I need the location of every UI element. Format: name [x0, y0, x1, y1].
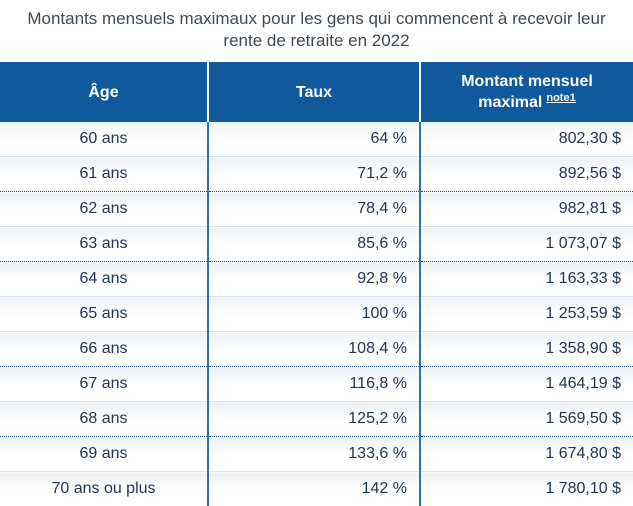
- age-cell: 64 ans: [0, 262, 208, 297]
- age-cell: 70 ans ou plus: [0, 472, 208, 506]
- rate-cell: 125,2 %: [208, 402, 420, 437]
- amount-cell: 892,56 $: [420, 157, 633, 192]
- amount-cell: 1 674,80 $: [420, 437, 633, 472]
- pension-amounts-table: Âge Taux Montant mensuel maximal note1 60…: [0, 62, 633, 506]
- age-cell: 69 ans: [0, 437, 208, 472]
- table-header: Âge Taux Montant mensuel maximal note1: [0, 62, 633, 122]
- rate-cell: 133,6 %: [208, 437, 420, 472]
- rate-cell: 92,8 %: [208, 262, 420, 297]
- amount-cell: 1 163,33 $: [420, 262, 633, 297]
- rate-cell: 78,4 %: [208, 192, 420, 227]
- age-cell: 67 ans: [0, 367, 208, 402]
- rate-cell: 85,6 %: [208, 227, 420, 262]
- rate-cell: 100 %: [208, 297, 420, 332]
- amount-cell: 802,30 $: [420, 122, 633, 157]
- age-cell: 68 ans: [0, 402, 208, 437]
- note1-link[interactable]: note1: [546, 92, 575, 104]
- column-header-age: Âge: [0, 62, 208, 122]
- amount-cell: 1 569,50 $: [420, 402, 633, 437]
- amount-cell: 1 358,90 $: [420, 332, 633, 367]
- column-header-amount: Montant mensuel maximal note1: [420, 62, 633, 122]
- age-cell: 65 ans: [0, 297, 208, 332]
- column-header-amount-line1: Montant mensuel: [461, 73, 593, 90]
- amount-cell: 1 073,07 $: [420, 227, 633, 262]
- column-header-rate: Taux: [208, 62, 420, 122]
- rate-cell: 108,4 %: [208, 332, 420, 367]
- rate-cell: 64 %: [208, 122, 420, 157]
- age-cell: 62 ans: [0, 192, 208, 227]
- age-cell: 60 ans: [0, 122, 208, 157]
- rate-cell: 142 %: [208, 472, 420, 506]
- amount-cell: 1 464,19 $: [420, 367, 633, 402]
- amount-cell: 982,81 $: [420, 192, 633, 227]
- column-header-amount-line2: maximal: [478, 94, 542, 111]
- rate-cell: 116,8 %: [208, 367, 420, 402]
- age-cell: 66 ans: [0, 332, 208, 367]
- amount-cell: 1 780,10 $: [420, 472, 633, 506]
- age-cell: 61 ans: [0, 157, 208, 192]
- amount-cell: 1 253,59 $: [420, 297, 633, 332]
- age-cell: 63 ans: [0, 227, 208, 262]
- table-caption: Montants mensuels maximaux pour les gens…: [17, 0, 617, 62]
- rate-cell: 71,2 %: [208, 157, 420, 192]
